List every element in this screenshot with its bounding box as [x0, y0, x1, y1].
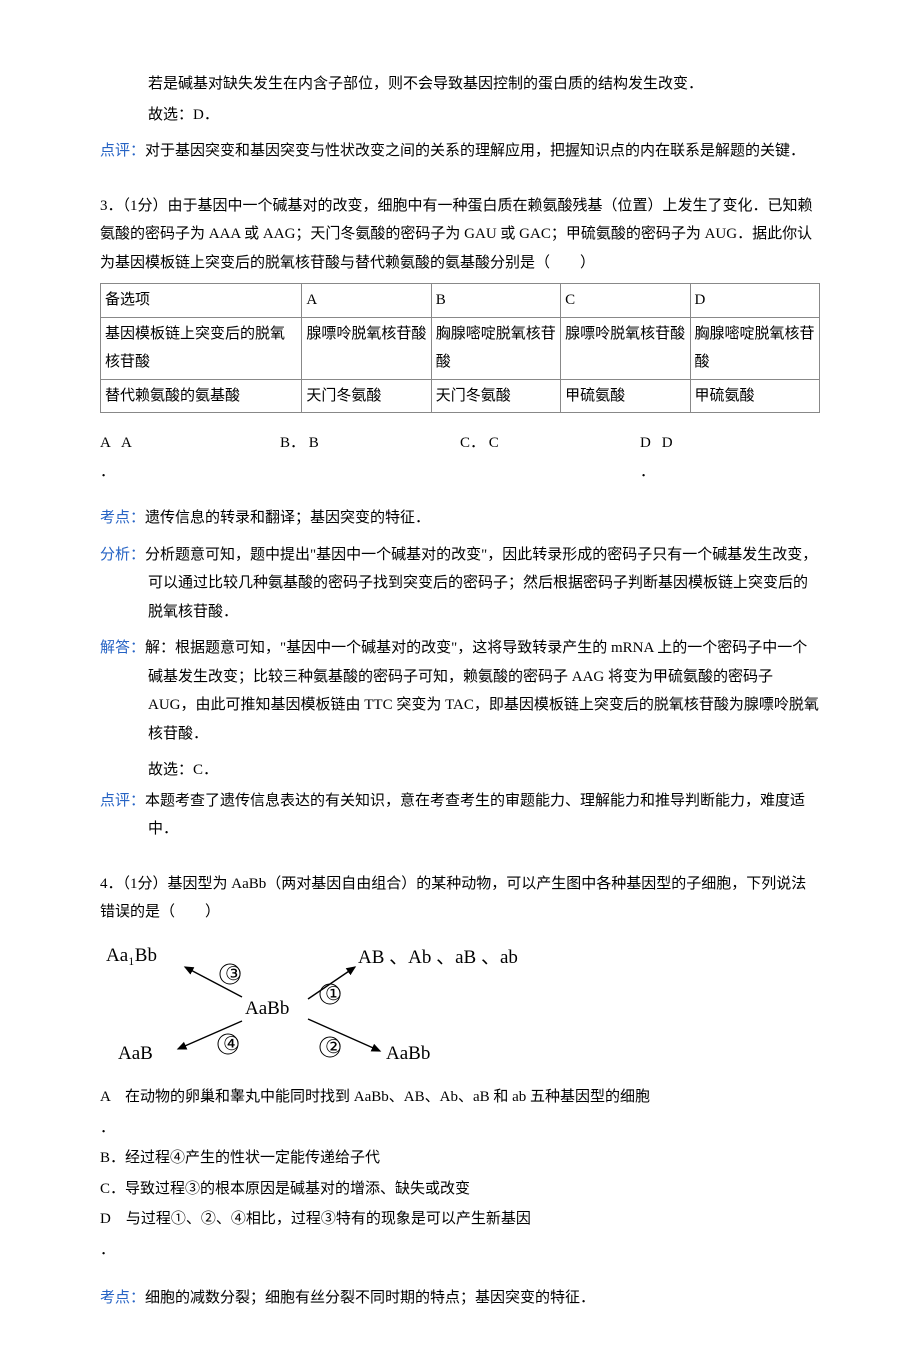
- diagram-center: AaBb: [245, 998, 289, 1019]
- diagram-circ1: ①: [325, 984, 342, 1005]
- table-cell: 胸腺嘧啶脱氧核苷酸: [431, 317, 560, 379]
- kaodian-label: 考点：: [100, 1290, 145, 1306]
- fenxi-label: 分析：: [100, 547, 145, 563]
- q3-options: A A ． B． B C． C D D ．: [100, 429, 820, 486]
- spacer: [100, 174, 820, 192]
- table-row-header: 备选项 A B C D: [101, 284, 820, 318]
- q3-option-c: C． C: [460, 429, 640, 486]
- option-dot: ．: [640, 458, 820, 487]
- spacer: [100, 1266, 820, 1284]
- option-label: B．: [280, 429, 305, 458]
- diagram-n4: AaB: [118, 1043, 153, 1064]
- table-cell: 腺嘌呤脱氧核苷酸: [561, 317, 690, 379]
- q3-kaodian: 考点：遗传信息的转录和翻译；基因突变的特征．: [100, 504, 820, 533]
- q4-option-b: B．经过程④产生的性状一定能传递给子代: [100, 1144, 820, 1173]
- dianping-text: 本题考查了遗传信息表达的有关知识，意在考查考生的审题能力、理解能力和推导判断能力…: [145, 793, 805, 838]
- option-text: 在动物的卵巢和睾丸中能同时找到 AaBb、AB、Ab、aB 和 ab 五种基因型…: [125, 1089, 650, 1105]
- spacer: [100, 852, 820, 870]
- option-text: C: [489, 435, 499, 451]
- q4-option-a: A 在动物的卵巢和睾丸中能同时找到 AaBb、AB、Ab、aB 和 ab 五种基…: [100, 1083, 820, 1112]
- arrow-icon: [308, 1019, 380, 1051]
- q3-option-a: A A ．: [100, 429, 280, 486]
- dianping-text: 对于基因突变和基因突变与性状改变之间的关系的理解应用，把握知识点的内在联系是解题…: [145, 143, 805, 159]
- table-cell: C: [561, 284, 690, 318]
- option-label: B．: [100, 1150, 125, 1166]
- q2-tail-line2: 故选：D．: [100, 101, 820, 130]
- diagram-n3: Aa₁Bb: [106, 945, 157, 966]
- q4-kaodian: 考点：细胞的减数分裂；细胞有丝分裂不同时期的特点；基因突变的特征．: [100, 1284, 820, 1313]
- table-cell: D: [690, 284, 819, 318]
- q4-option-c: C．导致过程③的根本原因是碱基对的增添、缺失或改变: [100, 1175, 820, 1204]
- option-label: C．: [100, 1181, 125, 1197]
- q3-option-b: B． B: [280, 429, 460, 486]
- table-cell: 天门冬氨酸: [302, 379, 431, 413]
- table-row: 替代赖氨酸的氨基酸 天门冬氨酸 天门冬氨酸 甲硫氨酸 甲硫氨酸: [101, 379, 820, 413]
- q3-dianping: 点评：本题考查了遗传信息表达的有关知识，意在考查考生的审题能力、理解能力和推导判…: [100, 787, 820, 844]
- jieda-label: 解答：: [100, 640, 145, 656]
- jieda-text: 解：根据题意可知，"基因中一个碱基对的改变"，这将导致转录产生的 mRNA 上的…: [145, 640, 819, 742]
- option-text: A: [121, 435, 132, 451]
- table-cell: 备选项: [101, 284, 302, 318]
- q4-option-d: D 与过程①、②、④相比，过程③特有的现象是可以产生新基因: [100, 1205, 820, 1234]
- diagram-n1: AB 、Ab 、aB 、ab: [358, 947, 518, 968]
- table-cell: 甲硫氨酸: [690, 379, 819, 413]
- table-cell: 天门冬氨酸: [431, 379, 560, 413]
- option-label: D: [100, 1211, 111, 1227]
- kaodian-text: 细胞的减数分裂；细胞有丝分裂不同时期的特点；基因突变的特征．: [145, 1290, 595, 1306]
- kaodian-text: 遗传信息的转录和翻译；基因突变的特征．: [145, 510, 430, 526]
- table-row: 基因模板链上突变后的脱氧核苷酸 腺嘌呤脱氧核苷酸 胸腺嘧啶脱氧核苷酸 腺嘌呤脱氧…: [101, 317, 820, 379]
- dianping-label: 点评：: [100, 143, 145, 159]
- q3-stem: 3．（1分）由于基因中一个碱基对的改变，细胞中有一种蛋白质在赖氨酸残基（位置）上…: [100, 192, 820, 278]
- q4-diagram: AaBb ① AB 、Ab 、aB 、ab ② AaBb ③ Aa₁Bb ④ A…: [100, 939, 520, 1069]
- table-cell: B: [431, 284, 560, 318]
- diagram-n2: AaBb: [386, 1043, 430, 1064]
- table-cell: 替代赖氨酸的氨基酸: [101, 379, 302, 413]
- q4-option-d-dot: ．: [100, 1236, 820, 1265]
- q3-table: 备选项 A B C D 基因模板链上突变后的脱氧核苷酸 腺嘌呤脱氧核苷酸 胸腺嘧…: [100, 283, 820, 413]
- q4-option-a-dot: ．: [100, 1114, 820, 1143]
- option-dot: ．: [100, 458, 280, 487]
- option-label: D: [640, 429, 658, 458]
- table-cell: 胸腺嘧啶脱氧核苷酸: [690, 317, 819, 379]
- kaodian-label: 考点：: [100, 510, 145, 526]
- option-text: 与过程①、②、④相比，过程③特有的现象是可以产生新基因: [126, 1211, 531, 1227]
- q3-fenxi: 分析：分析题意可知，题中提出"基因中一个碱基对的改变"，因此转录形成的密码子只有…: [100, 541, 820, 627]
- q2-dianping: 点评：对于基因突变和基因突变与性状改变之间的关系的理解应用，把握知识点的内在联系…: [100, 137, 820, 166]
- table-cell: A: [302, 284, 431, 318]
- q2-tail: 若是碱基对缺失发生在内含子部位，则不会导致基因控制的蛋白质的结构发生改变． 故选…: [100, 70, 820, 129]
- q3-jieda: 解答：解：根据题意可知，"基因中一个碱基对的改变"，这将导致转录产生的 mRNA…: [100, 634, 820, 748]
- option-label: C．: [460, 429, 485, 458]
- diagram-circ4: ④: [223, 1034, 240, 1055]
- option-text: 经过程④产生的性状一定能传递给子代: [125, 1150, 380, 1166]
- q4-stem: 4．（1分）基因型为 AaBb（两对基因自由组合）的某种动物，可以产生图中各种基…: [100, 870, 820, 927]
- q3-option-d: D D ．: [640, 429, 820, 486]
- option-text: 导致过程③的根本原因是碱基对的增添、缺失或改变: [125, 1181, 470, 1197]
- q3-jieda-tail: 故选：C．: [100, 756, 820, 785]
- q2-tail-line1: 若是碱基对缺失发生在内含子部位，则不会导致基因控制的蛋白质的结构发生改变．: [100, 70, 820, 99]
- option-text: B: [309, 435, 319, 451]
- option-label: A: [100, 1089, 110, 1105]
- option-text: D: [662, 435, 673, 451]
- fenxi-text: 分析题意可知，题中提出"基因中一个碱基对的改变"，因此转录形成的密码子只有一个碱…: [145, 547, 817, 620]
- diagram-circ3: ③: [225, 964, 242, 985]
- dianping-label: 点评：: [100, 793, 145, 809]
- table-cell: 腺嘌呤脱氧核苷酸: [302, 317, 431, 379]
- option-label: A: [100, 429, 118, 458]
- table-cell: 基因模板链上突变后的脱氧核苷酸: [101, 317, 302, 379]
- diagram-circ2: ②: [325, 1037, 342, 1058]
- table-cell: 甲硫氨酸: [561, 379, 690, 413]
